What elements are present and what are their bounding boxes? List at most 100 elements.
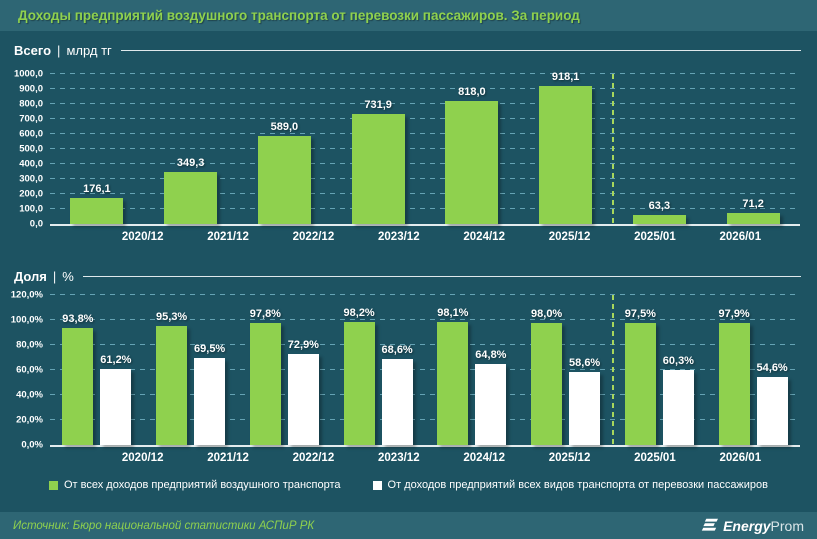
- chart-total-unit: млрд тг: [66, 42, 112, 58]
- bar: 69,5%: [194, 343, 225, 445]
- bar: 93,8%: [62, 313, 93, 445]
- bar-value-label: 71,2: [742, 198, 764, 211]
- chart-total-header: Всего | млрд тг: [14, 41, 801, 59]
- title-bar: Доходы предприятий воздушного транспорта…: [0, 0, 817, 31]
- bar-value-label: 176,1: [83, 182, 111, 195]
- energyprom-logo-text: EnergyProm: [723, 518, 804, 534]
- legend-swatch: [372, 480, 382, 490]
- x-axis-tick-label: 2025/12: [548, 452, 591, 464]
- bar: 54,6%: [757, 362, 788, 445]
- category-slot: 63,3: [613, 74, 707, 224]
- y-axis-tick-label: 400,0: [19, 158, 43, 170]
- header-separator: |: [52, 268, 57, 284]
- y-axis-tick-label: 60,0%: [16, 364, 43, 376]
- bar: 68,6%: [382, 344, 413, 445]
- bar-value-label: 61,2%: [100, 353, 132, 366]
- category-slot: 97,9% 54,6%: [706, 295, 800, 445]
- category-slot: 97,8% 72,9%: [238, 295, 332, 445]
- bar: 97,9%: [719, 308, 750, 445]
- bar: 72,9%: [288, 339, 319, 445]
- category-slot: 818,0: [425, 74, 519, 224]
- category-slot: 589,0: [238, 74, 332, 224]
- legend-label: От доходов предприятий всех видов трансп…: [387, 479, 769, 491]
- bar-value-label: 918,1: [551, 71, 580, 84]
- bar-value-label: 97,8%: [249, 307, 281, 320]
- legend-label: От всех доходов предприятий воздушного т…: [63, 479, 341, 491]
- bar-value-label: 97,9%: [718, 307, 750, 320]
- logo-text-energy: Energy: [723, 517, 771, 534]
- header-rule-line: [120, 49, 801, 51]
- bar-value-label: 589,0: [270, 120, 299, 133]
- y-axis-tick-label: 600,0: [19, 128, 43, 140]
- bar-value-label: 818,0: [458, 86, 486, 99]
- bar: 63,3: [632, 200, 686, 224]
- y-axis-tick-label: 100,0: [19, 203, 43, 215]
- y-axis-tick-label: 80,0%: [16, 339, 43, 351]
- x-axis-tick-label: 2020/12: [121, 452, 164, 464]
- x-axis-tick-label: 2025/12: [548, 231, 591, 243]
- bar-value-label: 60,3%: [662, 354, 694, 367]
- bar-value-label: 69,5%: [194, 343, 226, 356]
- y-axis-tick-label: 0,0%: [21, 439, 43, 451]
- y-axis-tick-label: 120,0%: [10, 289, 43, 301]
- bar: 98,2%: [344, 307, 375, 445]
- y-axis-tick-label: 900,0: [19, 83, 43, 95]
- bar: 97,5%: [625, 308, 656, 445]
- chart-share-plot-wrap: 0,0% 20,0% 40,0% 60,0% 80,0% 100,0% 120,0% 93,8…: [11, 290, 800, 464]
- legend: От всех доходов предприятий воздушного т…: [0, 479, 817, 491]
- chart-total-plot-wrap: 0,0 100,0 200,0 300,0 400,0 500,0 600,0 700,0 80…: [14, 69, 800, 243]
- chart-total-revenue: Всего | млрд тг 0,0 100,0 200,0 300,0 400,0 5…: [0, 41, 817, 243]
- legend-item: От всех доходов предприятий воздушного т…: [48, 479, 341, 491]
- x-axis-tick-label: 2020/12: [121, 231, 164, 243]
- energyprom-logo: EnergyProm: [700, 518, 804, 534]
- bar-value-label: 98,0%: [531, 307, 563, 320]
- bar: 58,6%: [569, 357, 600, 445]
- chart-total-x-axis: 2020/12 2021/12 2022/12 2023/12 2024/12 2025/…: [100, 231, 783, 243]
- category-slot: 731,9: [331, 74, 425, 224]
- legend-item: От доходов предприятий всех видов трансп…: [372, 479, 769, 491]
- category-slot: 98,2% 68,6%: [331, 295, 425, 445]
- chart-share-title: Доля: [14, 268, 47, 284]
- x-axis-tick-label: 2026/01: [719, 452, 762, 464]
- x-axis-tick-label: 2023/12: [378, 452, 420, 464]
- category-slot: 95,3% 69,5%: [144, 295, 238, 445]
- bar: 60,3%: [663, 355, 694, 445]
- bar: 731,9: [351, 99, 405, 224]
- chart-total-plot: 0,0 100,0 200,0 300,0 400,0 500,0 600,0 700,0 80…: [14, 69, 800, 230]
- x-axis-tick-label: 2021/12: [207, 231, 249, 243]
- bar-value-label: 63,3: [648, 199, 671, 212]
- bar-value-label: 97,5%: [624, 308, 656, 321]
- x-axis-tick-label: 2023/12: [378, 231, 420, 243]
- logo-text-prom: Prom: [770, 517, 804, 534]
- bar-value-label: 58,6%: [569, 356, 601, 369]
- category-slot: 93,8% 61,2%: [50, 295, 144, 445]
- y-axis-tick-label: 500,0: [19, 143, 43, 155]
- bar-value-label: 68,6%: [381, 344, 413, 357]
- bar: 98,0%: [531, 308, 562, 445]
- chart-share-unit: %: [62, 268, 74, 284]
- bar: 64,8%: [475, 349, 506, 445]
- bar-value-label: 54,6%: [756, 361, 788, 374]
- y-axis-tick-label: 700,0: [19, 113, 43, 125]
- chart-share: Доля | % 0,0% 20,0% 40,0% 60,0% 80,0% 100,0% 1…: [0, 267, 817, 464]
- chart-share-plot: 0,0% 20,0% 40,0% 60,0% 80,0% 100,0% 120,0% 93,8…: [11, 290, 800, 451]
- bar: 71,2: [726, 198, 780, 224]
- category-slot: 98,0% 58,6%: [519, 295, 613, 445]
- y-axis-tick-label: 300,0: [19, 173, 43, 185]
- y-axis-tick-label: 200,0: [19, 188, 43, 200]
- chart-share-x-axis: 2020/12 2021/12 2022/12 2023/12 2024/12 2025/…: [100, 452, 783, 464]
- category-slot: 349,3: [144, 74, 238, 224]
- bar-value-label: 95,3%: [156, 310, 188, 323]
- x-axis-tick-label: 2024/12: [463, 231, 505, 243]
- bar-value-label: 731,9: [364, 99, 392, 112]
- bar: 589,0: [257, 121, 311, 224]
- x-axis-tick-label: 2025/01: [634, 452, 676, 464]
- bar: 176,1: [70, 183, 124, 224]
- y-axis-tick-label: 100,0%: [10, 314, 43, 326]
- x-axis-tick-label: 2024/12: [463, 452, 505, 464]
- footer-bar: Источник: Бюро национальной статистики А…: [0, 512, 817, 539]
- y-axis-tick-label: 1000,0: [13, 68, 43, 80]
- category-slot: 176,1: [50, 74, 144, 224]
- bar: 918,1: [539, 71, 593, 224]
